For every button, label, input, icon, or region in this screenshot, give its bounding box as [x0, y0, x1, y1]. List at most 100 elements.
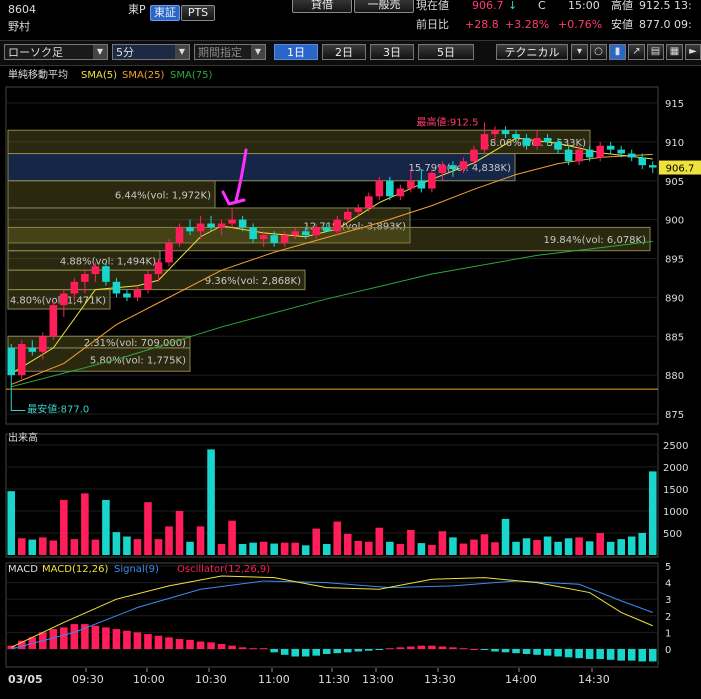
candle-body: [501, 130, 510, 135]
oscillator-bar: [543, 649, 552, 656]
candle-body: [543, 137, 552, 142]
bar-chart-icon[interactable]: ▮: [609, 44, 626, 60]
period-1d-button[interactable]: 1日: [274, 44, 318, 60]
sma-legend-item: SMA(75): [170, 70, 212, 81]
candle-body: [196, 223, 205, 232]
volume-bar: [17, 538, 26, 555]
volume-bar: [238, 544, 247, 555]
volume-bar: [386, 541, 394, 555]
period-5d-button[interactable]: 5日: [418, 44, 474, 60]
volume-bar: [543, 536, 552, 555]
period-3d-button[interactable]: 3日: [370, 44, 414, 60]
candle-body: [91, 266, 100, 275]
layout-icon[interactable]: ▤: [647, 44, 664, 60]
volume-bar: [554, 541, 562, 555]
candle-body: [343, 211, 352, 220]
macd-legend-item: Signal(9): [114, 564, 159, 575]
oscillator-bar: [512, 649, 520, 654]
price-band: [7, 180, 216, 209]
grid-icon[interactable]: ▦: [666, 44, 683, 60]
candle-body: [638, 157, 647, 166]
candle-body: [249, 227, 257, 240]
volume-tick-label: 2000: [663, 463, 688, 474]
volume-bar: [102, 500, 110, 555]
candle-body: [291, 231, 299, 236]
candle-body: [564, 149, 573, 162]
oscillator-bar: [70, 624, 79, 649]
candle-body: [375, 180, 384, 197]
price-tick-label: 900: [665, 216, 684, 227]
candle-body: [554, 141, 562, 150]
down-arrow-icon: ↓: [508, 0, 518, 12]
volume-bar: [407, 529, 415, 555]
volume-bar: [354, 540, 363, 555]
volume-bar: [207, 449, 215, 555]
macd-tick-label: 4: [665, 579, 671, 590]
volume-bar: [375, 527, 384, 555]
macd-tick-label: 1: [665, 628, 671, 639]
volume-tick-label: 1000: [663, 507, 688, 518]
price-band-label: 4.80%(vol: 1,471K): [10, 295, 106, 306]
chart-type-select[interactable]: ローソク足 ▼: [4, 44, 108, 60]
candle-body: [407, 180, 415, 189]
chart-type-value: ローソク足: [8, 46, 63, 59]
volume-bar: [91, 539, 100, 555]
oscillator-bar: [60, 627, 68, 649]
oscillator-bar: [207, 642, 215, 649]
price-tick-label: 910: [665, 138, 684, 149]
macd-tick-label: 2: [665, 612, 671, 623]
candle-body: [123, 293, 131, 298]
high-annotation: 最高値:912.5: [416, 115, 478, 128]
hand-drawn-arrow-icon: [234, 148, 248, 203]
menu-icon[interactable]: ▾: [571, 44, 588, 60]
candle-body: [480, 134, 489, 150]
volume-bar: [81, 493, 89, 555]
oscillator-bar: [312, 649, 321, 656]
technical-button[interactable]: テクニカル: [496, 44, 568, 60]
period-2d-button[interactable]: 2日: [322, 44, 366, 60]
volume-bar: [648, 471, 657, 555]
margin-button[interactable]: 貸借: [292, 0, 352, 13]
volume-bar: [270, 543, 278, 555]
macd-legend-item: MACD(12,26): [42, 564, 109, 575]
price-tick-label: 880: [665, 371, 684, 382]
volume-bar: [533, 540, 541, 555]
oscillator-bar: [175, 639, 184, 649]
candle-body: [70, 281, 79, 294]
interval-select[interactable]: 5分 ▼: [112, 44, 190, 60]
oscillator-bar: [522, 649, 531, 654]
macd-legend-item: Oscillator(12,26,9): [177, 564, 270, 575]
volume-bar: [301, 545, 310, 555]
candle-body: [112, 281, 121, 294]
price-band-label: 9.36%(vol: 2,868K): [205, 276, 301, 287]
oscillator-bar: [617, 649, 625, 661]
time-tick-label: 11:00: [258, 673, 290, 686]
close-flag: C: [538, 0, 546, 12]
oscillator-bar: [606, 649, 615, 660]
oscillator-bar: [417, 645, 426, 649]
volume-bar: [606, 541, 615, 555]
time-tick-label: 13:00: [362, 673, 394, 686]
arrow-icon[interactable]: ►: [685, 44, 701, 60]
tab-tse[interactable]: 東証: [150, 5, 180, 21]
oscillator-bar: [217, 644, 226, 649]
candle-body: [301, 231, 310, 236]
time-tick-label: 14:30: [578, 673, 610, 686]
candle-body: [17, 344, 26, 376]
line-chart-icon[interactable]: ↗: [628, 44, 645, 60]
search-icon[interactable]: ○: [590, 44, 607, 60]
chevron-down-icon: ▼: [251, 45, 265, 59]
candle-body: [606, 145, 615, 150]
change-percent: +3.28%: [505, 18, 550, 31]
macd-tick-label: 5: [665, 562, 671, 573]
period-spec-select[interactable]: 期間指定 ▼: [194, 44, 266, 60]
volume-bar: [39, 537, 47, 555]
oscillator-bar: [480, 649, 489, 650]
interval-value: 5分: [116, 46, 134, 59]
macd-line: [11, 575, 653, 648]
price-band-label: 5.80%(vol: 1,775K): [90, 356, 186, 367]
tab-pts[interactable]: PTS: [181, 5, 215, 21]
general-sell-button[interactable]: 一般売: [354, 0, 414, 13]
volume-bar: [49, 540, 58, 555]
candle-body: [154, 262, 163, 275]
